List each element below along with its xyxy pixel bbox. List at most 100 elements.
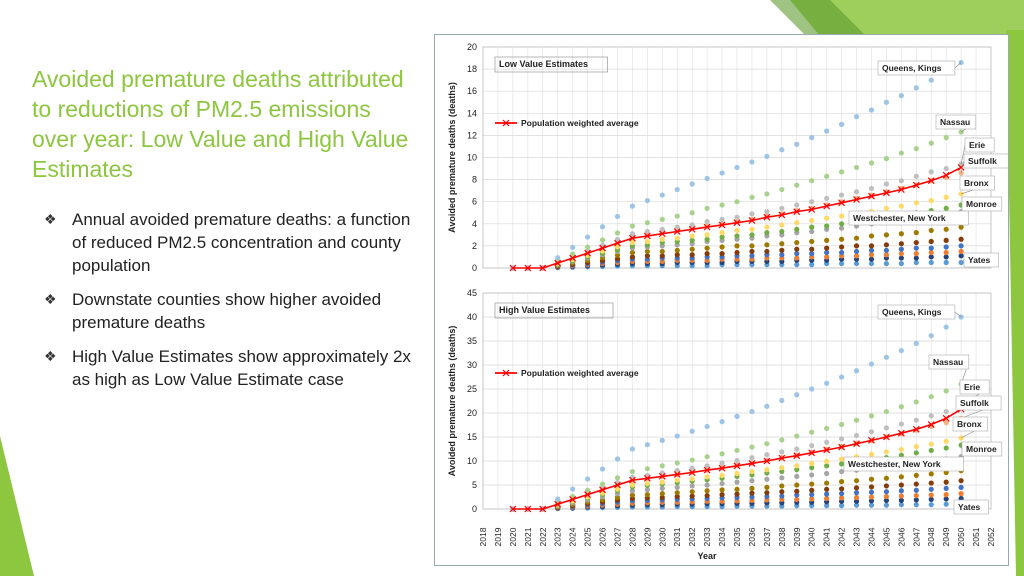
weighted-average-marker xyxy=(584,491,592,499)
data-point xyxy=(764,153,770,159)
data-point xyxy=(809,386,815,392)
data-point xyxy=(824,254,830,260)
weighted-average-marker xyxy=(599,244,606,252)
data-point xyxy=(599,481,606,487)
data-point xyxy=(809,429,815,435)
data-point xyxy=(809,460,815,466)
data-point xyxy=(913,259,919,266)
data-point xyxy=(943,237,949,243)
data-point xyxy=(868,243,875,249)
data-point xyxy=(913,450,919,456)
weighted-average-marker xyxy=(554,500,562,508)
data-point xyxy=(898,482,904,488)
data-point xyxy=(868,451,875,457)
x-tick-label: 2051 xyxy=(971,527,981,546)
series-label: Westchester, New York xyxy=(853,213,946,223)
chart-title-box xyxy=(494,56,608,73)
y-tick-label: 12 xyxy=(467,130,477,140)
weighted-average-marker xyxy=(927,177,935,185)
data-point xyxy=(794,239,800,246)
x-tick-label: 2039 xyxy=(792,527,802,546)
weighted-average-marker xyxy=(688,225,696,233)
data-point xyxy=(674,493,680,500)
data-point xyxy=(659,479,665,485)
y-tick-label: 16 xyxy=(467,86,477,96)
data-point xyxy=(958,491,964,497)
data-point xyxy=(749,232,755,238)
data-point xyxy=(883,483,890,489)
data-point xyxy=(734,243,740,249)
data-point xyxy=(779,493,785,499)
x-tick-label: 2043 xyxy=(852,527,862,546)
series-label-box xyxy=(964,137,995,153)
data-point xyxy=(764,441,770,447)
data-point xyxy=(913,444,919,450)
y-tick-label: 20 xyxy=(467,408,477,418)
data-point xyxy=(689,246,695,252)
data-point xyxy=(824,480,830,486)
data-point xyxy=(824,463,830,469)
data-point xyxy=(779,465,785,471)
data-point xyxy=(674,186,680,193)
data-point xyxy=(928,492,934,498)
data-point xyxy=(898,246,904,252)
data-point xyxy=(868,502,875,508)
corner-decoration-bottom-left xyxy=(0,436,34,576)
data-point xyxy=(958,243,964,249)
weighted-average-marker xyxy=(778,454,786,462)
data-point xyxy=(868,260,875,267)
weighted-average-marker xyxy=(628,234,636,242)
weighted-average-marker xyxy=(599,486,606,494)
weighted-average-marker xyxy=(539,505,547,513)
data-point xyxy=(868,489,875,495)
y-tick-label: 35 xyxy=(467,336,477,346)
data-point xyxy=(794,433,800,439)
data-point xyxy=(719,472,725,478)
series-label-box xyxy=(877,304,956,320)
data-point xyxy=(674,252,680,258)
x-tick-label: 2029 xyxy=(642,527,652,546)
weighted-average-marker xyxy=(823,446,831,454)
data-point xyxy=(719,202,725,208)
data-point xyxy=(689,483,695,489)
data-point xyxy=(898,241,904,247)
data-point xyxy=(853,253,860,259)
data-point xyxy=(853,368,860,374)
series-label-box xyxy=(953,499,989,515)
x-tick-label: 2045 xyxy=(881,527,891,546)
data-point xyxy=(868,247,875,253)
data-point xyxy=(704,482,710,488)
data-point xyxy=(749,444,755,450)
weighted-average-marker xyxy=(942,171,950,179)
weighted-average-marker xyxy=(643,232,651,240)
data-point xyxy=(958,253,964,259)
data-point xyxy=(689,457,695,463)
data-point xyxy=(719,487,725,493)
data-point xyxy=(794,141,800,147)
data-point xyxy=(809,217,815,224)
data-point xyxy=(764,490,770,496)
x-tick-label: 2026 xyxy=(598,527,608,546)
data-point xyxy=(644,442,650,448)
data-point xyxy=(868,233,875,239)
data-point xyxy=(734,199,740,205)
data-point xyxy=(868,185,875,192)
weighted-average-marker xyxy=(808,206,816,213)
data-point xyxy=(644,248,650,255)
weighted-average-marker xyxy=(853,440,860,448)
series-label-box xyxy=(961,441,1003,457)
data-point xyxy=(734,413,740,419)
data-point xyxy=(794,262,800,268)
data-point xyxy=(629,446,636,452)
data-point xyxy=(898,251,904,257)
data-point xyxy=(794,467,800,473)
y-tick-label: 45 xyxy=(467,288,477,298)
data-point xyxy=(883,156,890,162)
data-point xyxy=(809,496,815,502)
weighted-average-marker xyxy=(868,192,875,200)
data-point xyxy=(719,419,725,425)
data-point xyxy=(689,252,695,258)
data-point xyxy=(674,490,680,496)
data-point xyxy=(913,251,919,257)
data-point xyxy=(794,488,800,494)
